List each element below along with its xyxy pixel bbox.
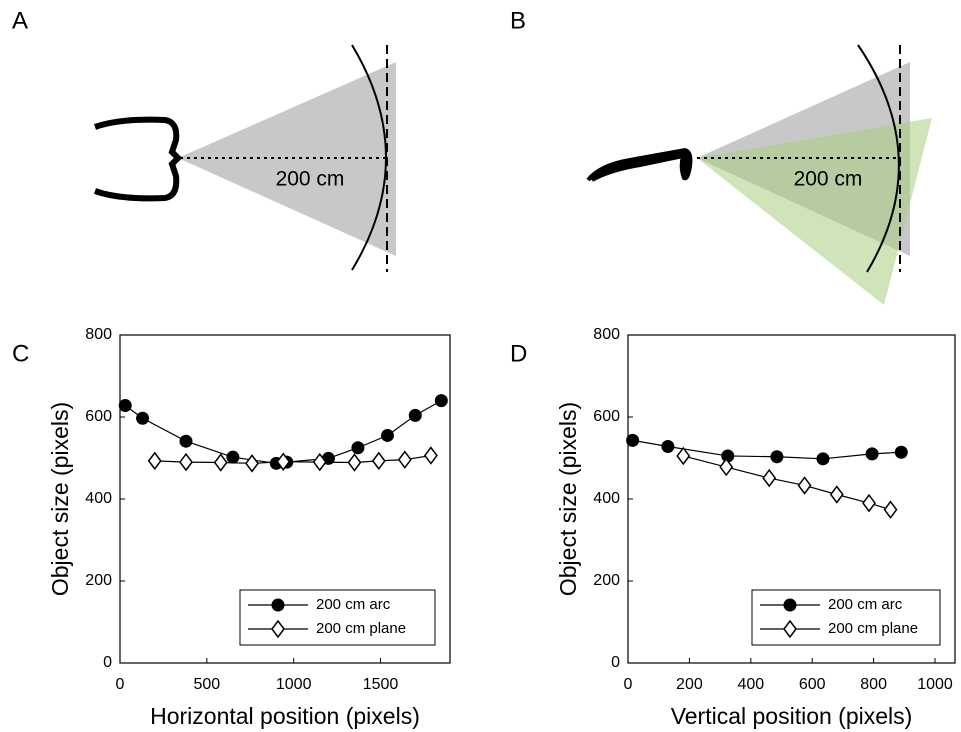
diamond-marker: [179, 452, 193, 472]
circle-marker: [136, 411, 150, 425]
panel-label: B: [510, 7, 526, 34]
diamond-marker: [423, 446, 438, 465]
x-tick-label: 1000: [917, 676, 953, 693]
diamond-marker: [147, 451, 162, 471]
series-line: [154, 454, 431, 464]
diamond-marker: [762, 468, 777, 488]
circle-marker: [408, 408, 422, 422]
diamond-marker: [719, 457, 734, 477]
diamond-marker: [862, 493, 876, 513]
x-tick-label: 800: [860, 676, 887, 693]
circle-marker: [721, 449, 735, 463]
diamond-marker: [797, 476, 812, 495]
circle-marker: [434, 394, 448, 408]
distance-label: 200 cm: [276, 168, 345, 191]
circle-marker: [226, 450, 240, 464]
arc-surface: [857, 44, 900, 273]
y-tick-label: 600: [85, 408, 112, 425]
x-tick-label: 200: [676, 676, 703, 693]
legend-label: 200 cm plane: [828, 620, 918, 637]
legend-marker: [783, 619, 797, 639]
legend-box: [239, 589, 436, 646]
diamond-marker: [347, 453, 362, 472]
legend-marker: [271, 598, 285, 612]
diagram-b: B 200 cm: [510, 7, 932, 305]
x-axis-label: Vertical position (pixels): [671, 703, 913, 729]
x-tick-label: 500: [193, 676, 220, 693]
circle-marker: [351, 441, 365, 455]
glasses-icon: [586, 147, 693, 182]
x-tick-label: 1500: [363, 676, 399, 693]
distance-label: 200 cm: [794, 168, 863, 191]
circle-marker: [661, 440, 675, 454]
legend-marker: [783, 598, 797, 612]
diamond-marker: [676, 446, 691, 466]
legend-label: 200 cm arc: [316, 596, 391, 613]
diamond-marker: [829, 485, 844, 504]
diamond-marker: [245, 454, 259, 473]
y-axis-label: Object size (pixels): [47, 402, 73, 596]
y-tick-label: 0: [103, 654, 112, 671]
x-axis-label: Horizontal position (pixels): [150, 703, 420, 729]
y-tick-label: 400: [593, 490, 620, 507]
diamond-marker: [883, 500, 898, 519]
diamond-marker: [397, 450, 412, 469]
y-tick-label: 400: [85, 490, 112, 507]
circle-marker: [179, 434, 193, 448]
circle-marker: [118, 399, 132, 413]
circle-marker: [380, 428, 394, 442]
diamond-marker: [371, 451, 386, 471]
head-icon: [93, 116, 183, 202]
circle-marker: [865, 447, 879, 461]
y-tick-label: 600: [593, 408, 620, 425]
diamond-marker: [312, 452, 327, 472]
x-tick-label: 400: [737, 676, 764, 693]
y-tick-label: 0: [611, 654, 620, 671]
tilted-view-cone: [697, 118, 932, 305]
circle-marker: [816, 452, 830, 466]
diagram-a: A 200 cm: [12, 7, 396, 272]
chart: D 0 200 400 600 800 0 200 400 600 800 1000Vertical …: [510, 326, 956, 729]
x-tick-label: 1000: [276, 676, 312, 693]
chart: C 0 200 400 600 800 0 500 1000 1500 Horizontal pos…: [12, 326, 451, 729]
legend-box: [751, 589, 941, 646]
diamond-marker: [213, 453, 228, 472]
y-tick-label: 200: [593, 572, 620, 589]
legend-marker: [271, 619, 285, 639]
panel-label: C: [12, 340, 29, 367]
panel-label: A: [12, 7, 28, 34]
x-tick-label: 600: [799, 676, 826, 693]
diamond-marker: [276, 452, 291, 471]
y-tick-label: 200: [85, 572, 112, 589]
x-tick-label: 0: [624, 676, 633, 693]
y-axis-label: Object size (pixels): [555, 402, 581, 596]
legend-label: 200 cm arc: [828, 596, 903, 613]
y-tick-label: 800: [593, 326, 620, 343]
circle-marker: [770, 450, 784, 464]
x-tick-label: 0: [116, 676, 125, 693]
circle-marker: [626, 433, 640, 447]
circle-marker: [894, 445, 908, 459]
panel-label: D: [510, 340, 527, 367]
legend-label: 200 cm plane: [316, 620, 406, 637]
y-tick-label: 800: [85, 326, 112, 343]
